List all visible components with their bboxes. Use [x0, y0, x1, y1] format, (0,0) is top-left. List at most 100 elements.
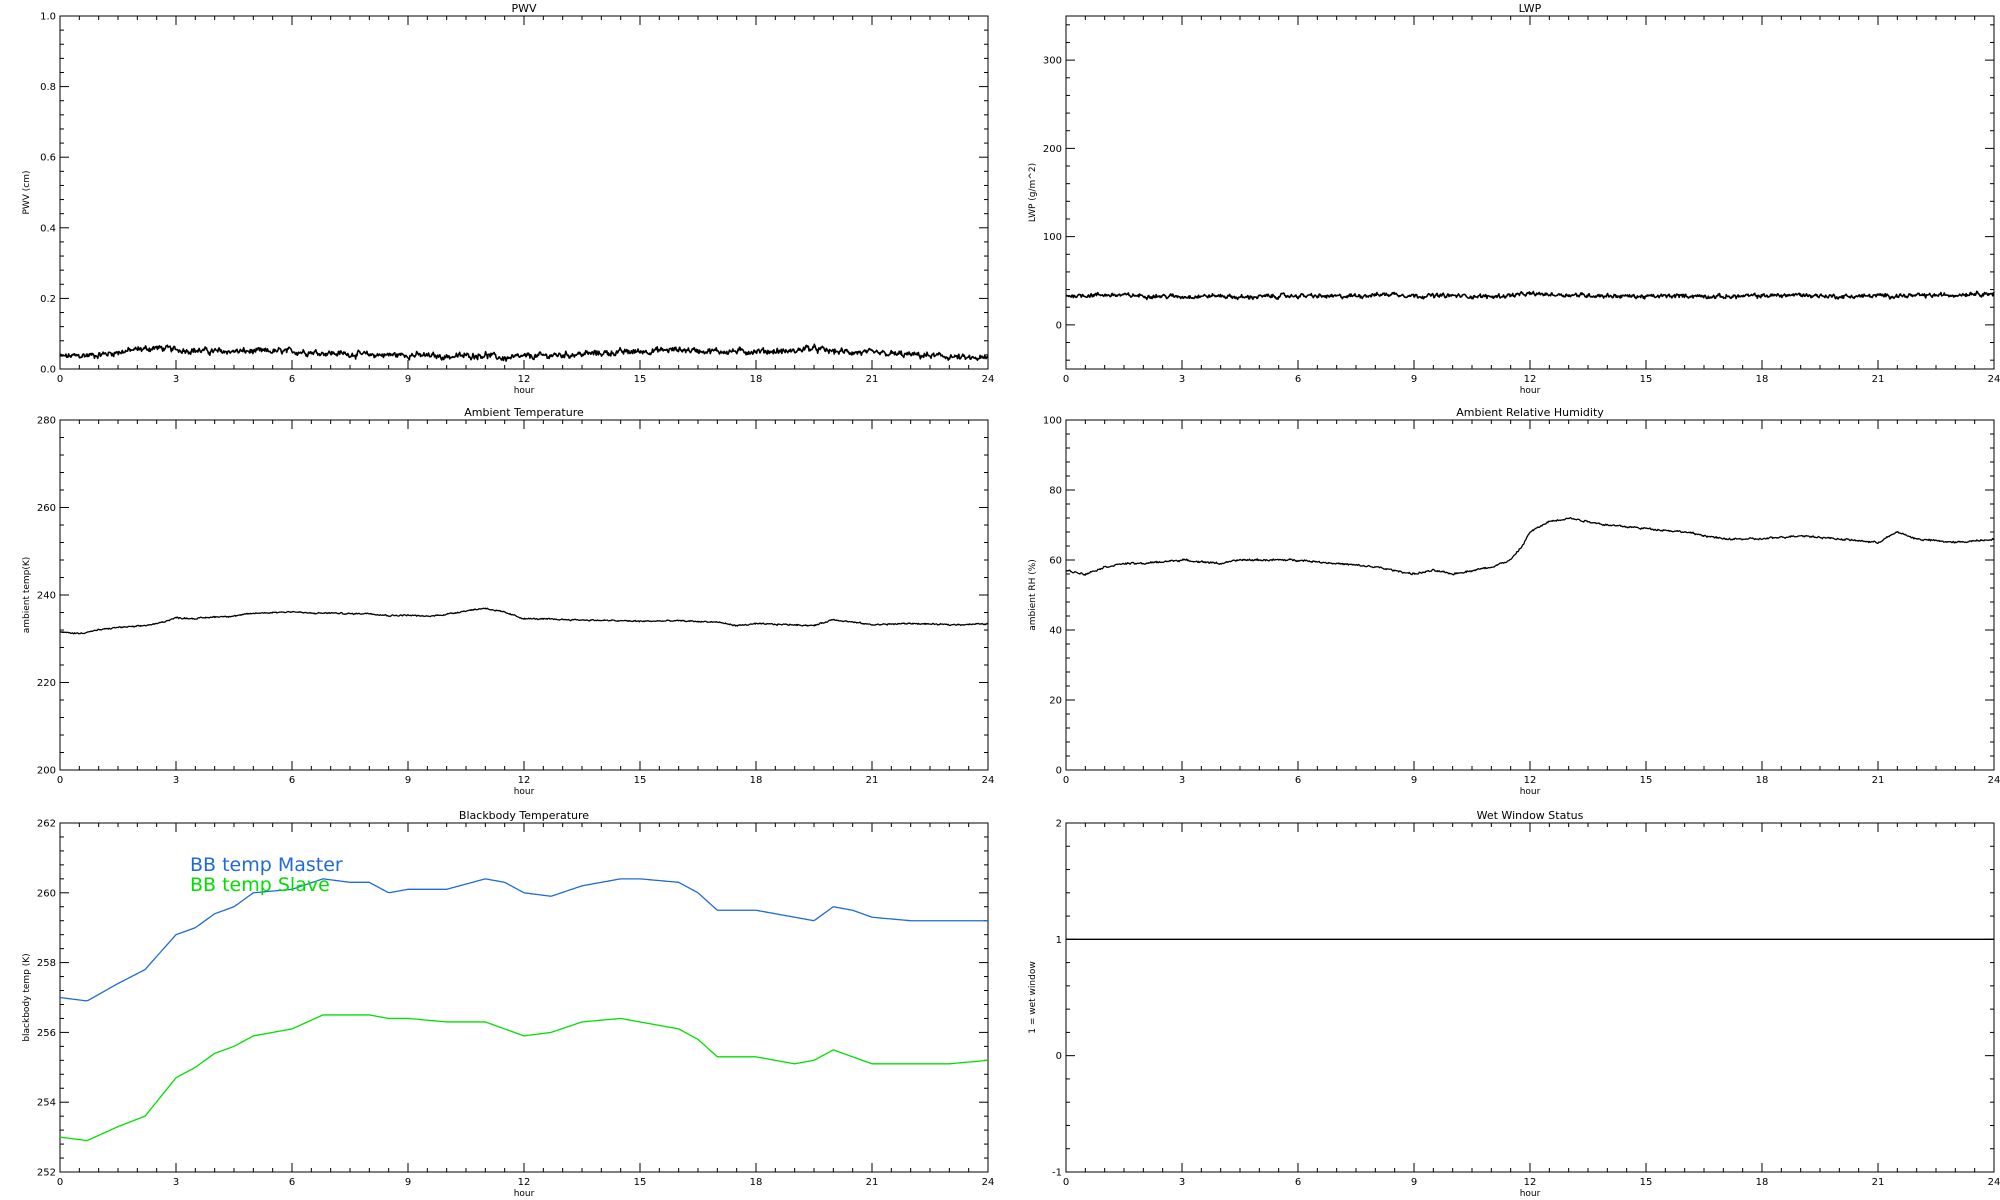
chart-panel-blackbody-temperature: Blackbody Temperature 0 3 6 9 12 15 18 21 24 252 25… [22, 809, 994, 1199]
x-tick-label: 3 [173, 775, 179, 786]
y-tick-label: 2 [1056, 819, 1062, 830]
x-axis-label: hour [514, 1189, 535, 1199]
y-tick-label: 252 [37, 1168, 56, 1179]
x-tick-label: 6 [289, 775, 295, 786]
x-tick-label: 12 [1524, 374, 1537, 385]
y-tick-label: 220 [37, 678, 56, 689]
x-tick-label: 24 [982, 1177, 995, 1188]
plot-frame [59, 419, 989, 771]
chart-title: PWV [511, 2, 537, 15]
x-tick-label: 18 [750, 374, 763, 385]
x-tick-label: 15 [634, 374, 647, 385]
chart-title: Wet Window Status [1477, 809, 1584, 822]
y-tick-label: 0.4 [40, 223, 56, 234]
x-tick-label: 6 [1295, 1177, 1301, 1188]
x-tick-label: 12 [1524, 1177, 1537, 1188]
y-axis-label: blackbody temp (K) [22, 953, 32, 1041]
y-tick-label: 200 [1043, 144, 1062, 155]
x-tick-label: 21 [866, 1177, 879, 1188]
x-tick-label: 0 [1063, 374, 1069, 385]
y-tick-label: 262 [37, 819, 56, 830]
x-tick-label: 15 [1640, 1177, 1653, 1188]
y-tick-label: 60 [1049, 556, 1062, 567]
x-axis-label: hour [514, 386, 535, 396]
plot-frame [1065, 822, 1995, 1173]
chart-panel-pwv: PWV 0 3 6 9 12 15 18 21 24 0.0 0.2 0.4 0.6 0.8 1.0 hour P… [22, 2, 994, 396]
chart-title: Ambient Relative Humidity [1456, 406, 1604, 419]
x-tick-label: 15 [1640, 374, 1653, 385]
x-tick-label: 21 [1872, 775, 1885, 786]
series-line-lwp [1065, 290, 1995, 301]
y-tick-label: 100 [1043, 232, 1062, 243]
x-tick-label: 6 [1295, 775, 1301, 786]
series-line-ambient-temperature [59, 607, 989, 635]
x-tick-label: 21 [1872, 374, 1885, 385]
x-axis-label: hour [514, 787, 535, 797]
y-tick-label: 0.8 [40, 82, 56, 93]
x-tick-label: 9 [405, 1177, 411, 1188]
x-tick-label: 3 [173, 1177, 179, 1188]
y-tick-label: 260 [37, 503, 56, 514]
x-tick-label: 18 [1756, 775, 1769, 786]
x-tick-label: 21 [1872, 1177, 1885, 1188]
x-tick-label: 24 [982, 775, 995, 786]
x-tick-label: 24 [1988, 775, 2000, 786]
y-tick-label: 256 [37, 1028, 56, 1039]
x-tick-label: 18 [1756, 374, 1769, 385]
x-tick-label: 0 [57, 775, 63, 786]
y-tick-label: 40 [1049, 626, 1062, 637]
y-tick-label: 200 [37, 766, 56, 777]
y-tick-label: 280 [37, 416, 56, 427]
y-axis-label: ambient RH (%) [1028, 559, 1038, 631]
x-tick-label: 9 [1411, 1177, 1417, 1188]
legend-entry: BB temp Slave [190, 874, 330, 896]
x-tick-label: 6 [289, 374, 295, 385]
chart-title: Blackbody Temperature [459, 809, 589, 822]
x-tick-label: 18 [750, 1177, 763, 1188]
y-tick-label: 300 [1043, 56, 1062, 67]
x-tick-label: 21 [866, 374, 879, 385]
series-line-pwv [59, 343, 989, 362]
y-axis-label: ambient temp(K) [22, 557, 32, 634]
x-axis-label: hour [1520, 787, 1541, 797]
x-tick-label: 9 [405, 374, 411, 385]
y-tick-label: -1 [1052, 1168, 1062, 1179]
y-tick-label: 0 [1056, 320, 1062, 331]
plot-frame [59, 15, 989, 370]
x-tick-label: 0 [57, 374, 63, 385]
x-tick-label: 21 [866, 775, 879, 786]
y-tick-label: 260 [37, 888, 56, 899]
x-tick-label: 18 [750, 775, 763, 786]
x-tick-label: 15 [634, 1177, 647, 1188]
x-tick-label: 6 [289, 1177, 295, 1188]
y-tick-label: 0.6 [40, 153, 56, 164]
y-tick-label: 0.0 [40, 365, 56, 376]
y-axis-label: 1 = wet window [1028, 961, 1038, 1033]
chart-panel-ambient-relative-humidity: Ambient Relative Humidity 0 3 6 9 12 15 18 21 24 0… [1028, 406, 2000, 797]
y-tick-label: 0.2 [40, 294, 56, 305]
chart-panel-lwp: LWP 0 3 6 9 12 15 18 21 24 0 100 200 300 hour LWP (g/m^… [1028, 2, 2000, 396]
plot-frame [1065, 15, 1995, 370]
x-tick-label: 0 [57, 1177, 63, 1188]
plot-frame [1065, 419, 1995, 771]
series-line-bb-temp-master [59, 878, 988, 1002]
legend-entry: BB temp Master [190, 854, 343, 876]
y-tick-label: 254 [37, 1098, 56, 1109]
x-tick-label: 3 [1179, 775, 1185, 786]
y-tick-label: 0 [1056, 766, 1062, 777]
y-axis-label: PWV (cm) [22, 170, 32, 214]
x-tick-label: 6 [1295, 374, 1301, 385]
y-tick-label: 20 [1049, 696, 1062, 707]
x-tick-label: 9 [1411, 775, 1417, 786]
x-tick-label: 24 [1988, 374, 2000, 385]
x-axis-label: hour [1520, 1189, 1541, 1199]
x-axis-label: hour [1520, 386, 1541, 396]
y-tick-label: 1 [1056, 935, 1062, 946]
x-tick-label: 15 [634, 775, 647, 786]
x-tick-label: 9 [405, 775, 411, 786]
x-tick-label: 12 [518, 1177, 531, 1188]
x-tick-label: 0 [1063, 775, 1069, 786]
x-tick-label: 9 [1411, 374, 1417, 385]
